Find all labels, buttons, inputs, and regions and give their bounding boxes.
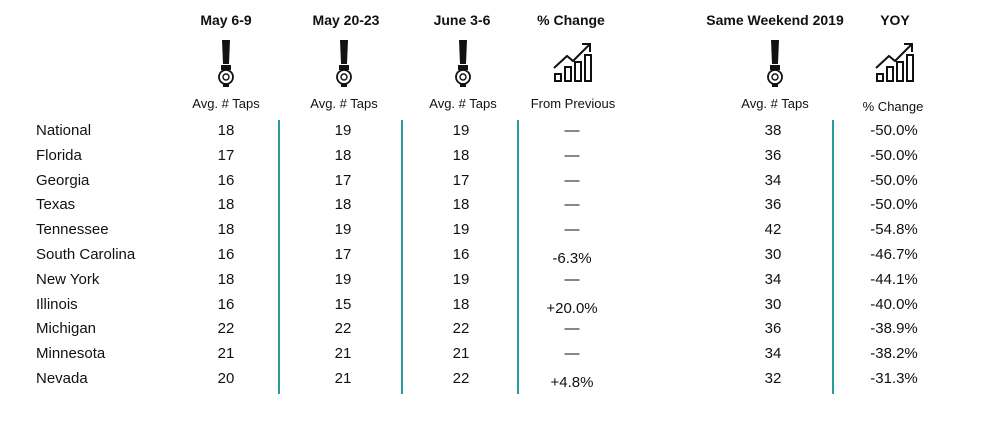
cell-yoy: -44.1% <box>870 270 918 288</box>
subheader-from-previous: From Previous <box>530 96 616 111</box>
cell-may-6-9: 16 <box>217 295 235 313</box>
cell-yoy: -50.0% <box>870 146 918 164</box>
cell-same-weekend-2019: 34 <box>764 345 782 363</box>
cell-same-weekend-2019: 38 <box>764 122 782 139</box>
cell-pct-change: — <box>564 146 580 164</box>
cell-same-weekend-2019: 42 <box>764 221 782 239</box>
cell-may-6-9: 16 <box>217 171 235 189</box>
cell-may-6-9: 18 <box>217 270 235 288</box>
beer-tap-icon <box>336 40 352 87</box>
beer-tap-icon <box>767 40 783 87</box>
header-may-20-23: May 20-23 <box>312 12 380 28</box>
cell-same-weekend-2019: 36 <box>764 196 782 214</box>
cell-same-weekend-2019: 30 <box>764 246 782 263</box>
cell-yoy: -50.0% <box>870 196 918 214</box>
cell-may-6-9: 21 <box>217 345 235 363</box>
cell-same-weekend-2019: 34 <box>764 270 782 288</box>
state-label: Texas <box>36 196 76 214</box>
cell-yoy: -38.9% <box>870 320 918 338</box>
cell-june-3-6: 22 <box>452 370 470 387</box>
beer-tap-icon <box>218 40 234 87</box>
cell-pct-change: — <box>564 345 580 363</box>
header-yoy: YOY <box>880 12 910 28</box>
header-same-weekend-2019: Same Weekend 2019 <box>706 12 844 28</box>
column-divider <box>832 120 834 394</box>
cell-may-6-9: 20 <box>217 370 235 387</box>
cell-may-6-9: 18 <box>217 221 235 239</box>
cell-june-3-6: 21 <box>452 345 470 363</box>
state-label: Illinois <box>36 295 78 313</box>
header-pct-change: % Change <box>537 12 605 28</box>
cell-pct-change: +20.0% <box>546 299 598 317</box>
cell-same-weekend-2019: 30 <box>764 295 782 313</box>
growth-chart-icon <box>875 43 914 82</box>
cell-june-3-6: 19 <box>452 270 470 288</box>
state-label: Georgia <box>36 171 90 189</box>
cell-june-3-6: 18 <box>452 196 470 214</box>
cell-may-6-9: 18 <box>217 196 235 214</box>
cell-may-20-23: 19 <box>334 270 352 288</box>
cell-may-20-23: 21 <box>334 370 352 387</box>
cell-may-20-23: 18 <box>334 196 352 214</box>
cell-pct-change: — <box>564 171 580 189</box>
cell-pct-change: +4.8% <box>550 374 594 391</box>
column-divider <box>517 120 519 394</box>
cell-june-3-6: 19 <box>452 221 470 239</box>
column-divider <box>278 120 280 394</box>
cell-yoy: -54.8% <box>870 221 918 239</box>
header-june-3-6: June 3-6 <box>433 12 491 28</box>
cell-pct-change: — <box>564 196 580 214</box>
cell-yoy: -40.0% <box>870 295 918 313</box>
state-label: Florida <box>36 146 82 164</box>
cell-may-6-9: 17 <box>217 146 235 164</box>
cell-may-6-9: 18 <box>217 122 235 139</box>
cell-may-20-23: 17 <box>334 246 352 263</box>
cell-june-3-6: 18 <box>452 146 470 164</box>
cell-june-3-6: 17 <box>452 171 470 189</box>
cell-yoy: -46.7% <box>870 246 918 263</box>
cell-may-20-23: 22 <box>334 320 352 338</box>
cell-june-3-6: 16 <box>452 246 470 263</box>
header-may-6-9: May 6-9 <box>200 12 252 28</box>
cell-may-6-9: 22 <box>217 320 235 338</box>
cell-may-20-23: 19 <box>334 122 352 139</box>
subheader-avg-taps: Avg. # Taps <box>310 96 378 111</box>
cell-yoy: -50.0% <box>870 122 918 139</box>
cell-yoy: -50.0% <box>870 171 918 189</box>
cell-pct-change: — <box>564 270 580 288</box>
column-divider <box>401 120 403 394</box>
cell-may-20-23: 18 <box>334 146 352 164</box>
cell-pct-change: — <box>564 221 580 239</box>
cell-pct-change: — <box>564 320 580 338</box>
cell-june-3-6: 18 <box>452 295 470 313</box>
cell-pct-change: — <box>564 122 580 139</box>
cell-same-weekend-2019: 34 <box>764 171 782 189</box>
cell-may-20-23: 15 <box>334 295 352 313</box>
cell-same-weekend-2019: 36 <box>764 320 782 338</box>
subheader-avg-taps: Avg. # Taps <box>192 96 260 111</box>
subheader-pct-change: % Change <box>862 99 924 114</box>
cell-same-weekend-2019: 32 <box>764 370 782 387</box>
cell-yoy: -38.2% <box>870 345 918 363</box>
cell-may-6-9: 16 <box>217 246 235 263</box>
state-label: Minnesota <box>36 345 106 363</box>
cell-may-20-23: 19 <box>334 221 352 239</box>
state-label: Nevada <box>36 370 88 387</box>
growth-chart-icon <box>553 43 592 82</box>
cell-may-20-23: 17 <box>334 171 352 189</box>
beer-tap-icon <box>455 40 471 87</box>
state-label: National <box>36 122 92 139</box>
state-label: South Carolina <box>36 246 136 263</box>
subheader-avg-taps: Avg. # Taps <box>429 96 497 111</box>
cell-june-3-6: 22 <box>452 320 470 338</box>
subheader-avg-taps: Avg. # Taps <box>741 96 809 111</box>
cell-june-3-6: 19 <box>452 122 470 139</box>
state-label: New York <box>36 270 100 288</box>
state-label: Michigan <box>36 320 97 338</box>
cell-pct-change: -6.3% <box>552 250 592 267</box>
cell-same-weekend-2019: 36 <box>764 146 782 164</box>
cell-yoy: -31.3% <box>870 370 918 387</box>
cell-may-20-23: 21 <box>334 345 352 363</box>
state-label: Tennessee <box>36 221 109 239</box>
